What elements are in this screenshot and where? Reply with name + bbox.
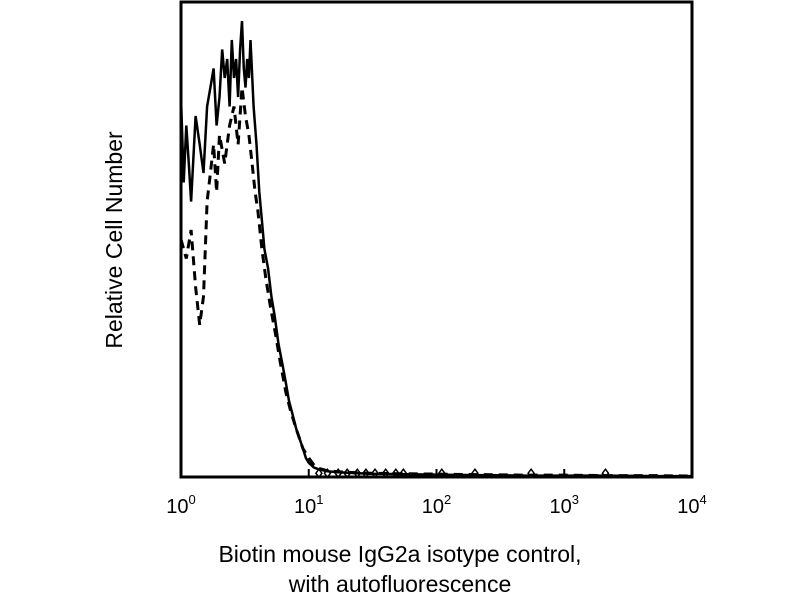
series-isotype-control-line [179, 20, 692, 478]
x-axis-tick-label: 102 [422, 492, 451, 518]
x-axis-tick-label: 104 [677, 492, 706, 518]
x-axis-label-line-1: Biotin mouse IgG2a isotype control, [218, 541, 582, 567]
series-autofluorescence-line [179, 87, 693, 478]
x-axis-tick-label: 100 [166, 492, 195, 518]
y-axis-label: Relative Cell Number [101, 131, 127, 349]
x-axis-tick-label: 103 [550, 492, 579, 518]
x-axis-tick-label: 101 [294, 492, 323, 518]
plot-frame [179, 0, 694, 479]
x-axis-label-line-2: with autofluorescence [288, 571, 512, 597]
